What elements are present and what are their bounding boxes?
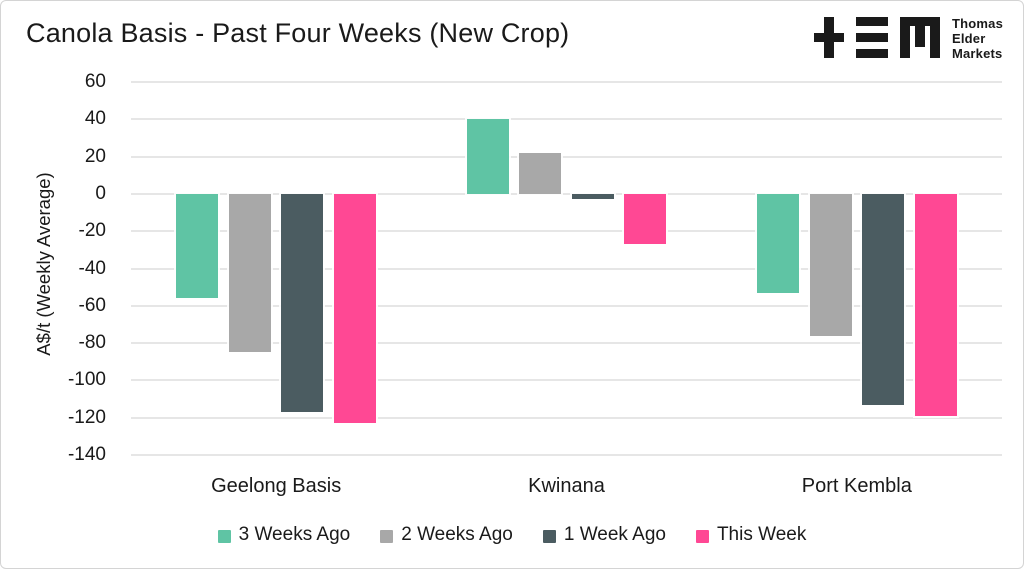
y-axis-tick-label: 0 <box>95 182 106 204</box>
bar-geelong-basis-3-weeks-ago <box>176 193 219 299</box>
y-axis-tick-label: -60 <box>78 294 106 316</box>
legend-swatch-3-weeks-ago <box>217 529 231 543</box>
x-axis-label-kwinana: Kwinana <box>528 475 605 497</box>
bar-port-kembla-3-weeks-ago <box>757 193 800 293</box>
gridline <box>131 416 1002 419</box>
gridline <box>131 379 1002 382</box>
y-axis-tick-label: -40 <box>78 257 106 279</box>
legend-label-2-weeks-ago: 2 Weeks Ago <box>401 524 513 545</box>
gridline <box>131 155 1002 158</box>
legend-item-3-weeks-ago: 3 Weeks Ago <box>217 524 351 546</box>
bar-port-kembla-2-weeks-ago <box>809 193 852 336</box>
x-axis-label-geelong-basis: Geelong Basis <box>211 475 342 497</box>
logo-wordmark: Thomas Elder Markets <box>952 17 1003 60</box>
legend-swatch-2-weeks-ago <box>380 529 394 543</box>
gridline <box>131 118 1002 121</box>
y-axis-tick-label: 40 <box>84 108 106 130</box>
y-axis-tick-label: -20 <box>78 220 106 242</box>
logo-line-elder: Elder <box>951 31 986 46</box>
y-axis-tick-label: -80 <box>78 332 106 354</box>
gridline <box>131 192 1002 195</box>
bar-kwinana-3-weeks-ago <box>466 119 509 194</box>
legend-label-3-weeks-ago: 3 Weeks Ago <box>238 524 351 545</box>
logo-m-icon <box>899 17 940 58</box>
gridline <box>131 454 1002 456</box>
bar-geelong-basis-2-weeks-ago <box>228 193 271 353</box>
legend-label-1-week-ago: 1 Week Ago <box>563 524 666 545</box>
legend-swatch-this-week <box>695 529 709 543</box>
logo-line-markets: Markets <box>951 46 1003 61</box>
gridline <box>131 230 1002 233</box>
bar-port-kembla-this-week <box>914 193 957 416</box>
y-axis-tick-label: -120 <box>67 406 106 428</box>
logo-equals-icon <box>855 17 888 58</box>
thomas-elder-markets-logo: Thomas Elder Markets <box>813 17 1003 60</box>
gridline <box>131 81 1002 83</box>
bar-kwinana-this-week <box>624 193 667 245</box>
bar-kwinana-2-weeks-ago <box>519 152 562 194</box>
logo-line-thomas: Thomas <box>951 16 1003 31</box>
x-axis-label-port-kembla: Port Kembla <box>801 475 912 497</box>
y-axis-tick-label: -140 <box>67 444 106 465</box>
bar-geelong-basis-1-week-ago <box>281 193 324 413</box>
legend-item-1-week-ago: 1 Week Ago <box>542 524 666 546</box>
gridline <box>131 304 1002 307</box>
y-axis-tick-label: 20 <box>84 145 106 167</box>
legend-label-this-week: This Week <box>716 524 807 545</box>
y-axis-tick-label: -100 <box>67 369 106 391</box>
chart-legend: 3 Weeks Ago 2 Weeks Ago 1 Week Ago This Wee… <box>1 524 1023 546</box>
logo-plus-icon <box>813 17 844 58</box>
legend-item-this-week: This Week <box>695 524 807 546</box>
legend-swatch-1-week-ago <box>542 529 556 543</box>
bar-geelong-basis-this-week <box>333 193 376 424</box>
gridline <box>131 342 1002 345</box>
bar-port-kembla-1-week-ago <box>862 193 905 405</box>
bar-kwinana-1-week-ago <box>571 193 614 200</box>
legend-item-2-weeks-ago: 2 Weeks Ago <box>380 524 513 546</box>
gridline <box>131 267 1002 270</box>
chart-title: Canola Basis - Past Four Weeks (New Crop… <box>26 18 570 48</box>
y-axis-tick-label: 60 <box>84 71 106 92</box>
